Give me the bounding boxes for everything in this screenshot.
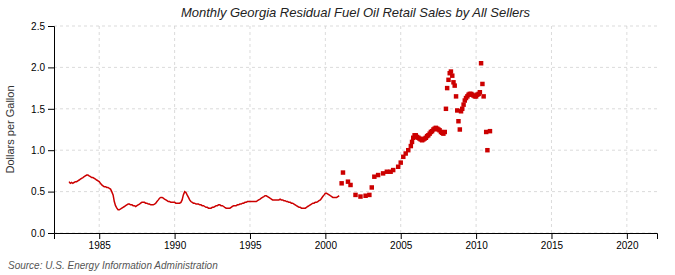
- tick-label: 0.0: [31, 228, 45, 239]
- point: [452, 83, 456, 87]
- tick-label: 2000: [315, 240, 338, 251]
- tick: 2015: [541, 233, 564, 251]
- y-axis: 0.0 0.5 1.0 1.5 2.0 2.5: [31, 21, 54, 239]
- tick-mark: [48, 150, 54, 151]
- point: [445, 86, 449, 90]
- point: [398, 160, 402, 164]
- tick-mark: [48, 67, 54, 68]
- point: [358, 194, 362, 198]
- tick: 0.0: [31, 228, 54, 239]
- point: [341, 170, 345, 174]
- grid-line: [476, 26, 477, 233]
- tick: 1.0: [31, 145, 54, 156]
- grid-line: [626, 26, 627, 233]
- x-axis: 1985 1990 1995 2000 2005 2010 2015 2020: [55, 233, 658, 251]
- tick-mark: [99, 233, 100, 239]
- point: [450, 73, 454, 77]
- y-axis-title: Dollars per Gallon: [4, 85, 16, 173]
- point: [444, 107, 448, 111]
- point: [479, 61, 483, 65]
- point: [481, 94, 485, 98]
- point: [446, 78, 450, 82]
- point: [443, 130, 447, 134]
- axis-line: [55, 234, 658, 240]
- tick-label: 2.5: [31, 21, 45, 32]
- tick-mark: [401, 233, 402, 239]
- point: [488, 129, 492, 133]
- tick-mark: [250, 233, 251, 239]
- tick: 2.5: [31, 21, 54, 32]
- point: [478, 90, 482, 94]
- tick-label: 1990: [164, 240, 187, 251]
- point: [480, 82, 484, 86]
- tick-label: 2005: [390, 240, 413, 251]
- tick: 1985: [89, 233, 112, 251]
- title: Monthly Georgia Residual Fuel Oil Retail…: [181, 5, 531, 20]
- point: [353, 193, 357, 197]
- grid-line: [54, 67, 657, 68]
- point: [456, 119, 460, 123]
- grid-line: [54, 108, 657, 109]
- tick-mark: [48, 26, 54, 27]
- plot: 1985 1990 1995 2000 2005 2010 2015 2020 0.0 0.5 1.…: [31, 21, 657, 251]
- point: [348, 183, 352, 187]
- grid-line: [400, 26, 401, 233]
- point: [370, 185, 374, 189]
- grid-line: [54, 150, 657, 151]
- tick: 2020: [616, 233, 639, 251]
- tick-mark: [627, 233, 628, 239]
- point: [367, 193, 371, 197]
- tick: 1.5: [31, 104, 54, 115]
- tick-label: 1995: [239, 240, 262, 251]
- grid-line: [99, 26, 100, 233]
- tick-label: 1.0: [31, 145, 45, 156]
- point: [449, 69, 453, 73]
- grid: [54, 26, 657, 233]
- tick-mark: [48, 109, 54, 110]
- tick: 1990: [164, 233, 187, 251]
- tick-label: 2020: [616, 240, 639, 251]
- tick: 2.0: [31, 62, 54, 73]
- tick-label: 0.5: [31, 186, 45, 197]
- point: [409, 144, 413, 148]
- point: [410, 140, 414, 144]
- tick-mark: [48, 192, 54, 193]
- point: [406, 148, 410, 152]
- tick: 2010: [465, 233, 488, 251]
- point: [396, 165, 400, 169]
- tick-mark: [476, 233, 477, 239]
- tick-mark: [175, 233, 176, 239]
- point: [339, 181, 343, 185]
- tick-label: 1985: [89, 240, 112, 251]
- tick-label: 2015: [541, 240, 564, 251]
- chart: 1985 1990 1995 2000 2005 2010 2015 2020 0.0 0.5 1.…: [0, 0, 675, 275]
- axis-line: [48, 27, 55, 234]
- tick: 2005: [390, 233, 413, 251]
- point: [376, 173, 380, 177]
- tick: 0.5: [31, 186, 54, 197]
- tick-label: 2010: [465, 240, 488, 251]
- grid-line: [54, 26, 657, 27]
- point: [460, 107, 464, 111]
- annotation: Source: U.S. Energy Information Administ…: [8, 260, 218, 271]
- tick-label: 2.0: [31, 62, 45, 73]
- point: [485, 148, 489, 152]
- tick-mark: [48, 233, 54, 234]
- point: [458, 127, 462, 131]
- tick: 2000: [315, 233, 338, 251]
- grid-line: [54, 191, 657, 192]
- line: [69, 175, 339, 210]
- point: [391, 168, 395, 172]
- grid-line: [551, 26, 552, 233]
- tick: 1995: [239, 233, 262, 251]
- tick-mark: [325, 233, 326, 239]
- grid-line: [325, 26, 326, 233]
- point: [454, 94, 458, 98]
- marks: [69, 61, 492, 210]
- point: [461, 102, 465, 106]
- tick-label: 1.5: [31, 104, 45, 115]
- tick-mark: [551, 233, 552, 239]
